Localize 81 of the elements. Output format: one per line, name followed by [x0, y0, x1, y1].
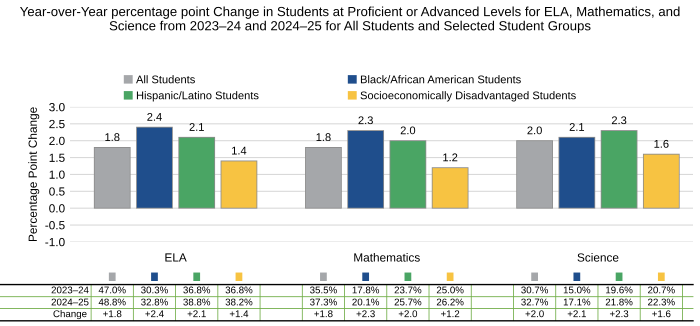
text: Change — [53, 310, 87, 320]
bar — [178, 136, 216, 209]
text: +2.0 — [398, 310, 418, 318]
text: 32.7% — [521, 298, 548, 306]
data-label: 2.4 — [147, 112, 162, 121]
legend-label: All Students — [136, 75, 195, 84]
legend-label: Hispanic/Latino Students — [136, 91, 259, 102]
data-label: 2.1 — [190, 123, 204, 131]
y-axis-title: Percentage Point Change — [28, 107, 40, 242]
text: 36.8% — [226, 286, 252, 294]
chart-title: Year-over-Year percentage point Change in Students at Proficient or Advanced Levels for ELA, Mathematics, and Science from 2023–24 and 2024–25 for All Students and Selected Student Groups — [20, 6, 680, 34]
data-label: 2.3 — [612, 116, 626, 124]
bar — [558, 136, 596, 209]
data-label: 2.0 — [527, 126, 542, 134]
data-label: 2.1 — [570, 123, 584, 131]
text: 36.8% — [183, 286, 210, 294]
data-label: 2.0 — [400, 126, 416, 134]
data-label: 1.8 — [316, 133, 331, 142]
text: 48.8% — [98, 298, 126, 306]
bar — [347, 130, 384, 209]
text: +1.6 — [652, 310, 670, 318]
bar — [516, 140, 553, 209]
text: +2.1 — [188, 310, 206, 318]
text: 20.1% — [352, 298, 380, 306]
text: +2.3 — [356, 310, 375, 318]
bar — [432, 167, 469, 209]
text: +1.8 — [103, 310, 122, 318]
text: 37.3% — [310, 298, 337, 306]
text: 2023–24 — [52, 286, 89, 294]
y-tick-label: 2.5 — [49, 120, 65, 128]
y-tick-label: 1.5 — [50, 154, 65, 162]
data-label: 2.3 — [358, 116, 373, 124]
bar — [600, 130, 638, 209]
text: 25.7% — [394, 298, 422, 306]
x-tick-label: Mathematics — [354, 253, 420, 262]
y-tick-label: 1.0 — [50, 170, 65, 179]
text: 32.8% — [141, 298, 168, 306]
x-tick-label: ELA — [165, 253, 187, 262]
text: 2024–25 — [52, 298, 89, 306]
text: 17.8% — [352, 286, 380, 294]
y-tick-label: -0.5 — [45, 221, 65, 230]
text: 21.8% — [606, 298, 633, 306]
bar — [390, 140, 426, 209]
bar — [94, 146, 131, 209]
text: 38.2% — [226, 298, 252, 306]
text: 22.3% — [648, 298, 675, 306]
text: 30.3% — [141, 286, 168, 294]
text: +1.2 — [441, 310, 460, 318]
data-label: 1.2 — [443, 153, 458, 162]
text: +2.1 — [568, 310, 586, 318]
text: 30.7% — [521, 286, 548, 294]
legend-label: Socioeconomically Disadvantaged Students — [360, 91, 576, 102]
y-tick-label: 2.0 — [49, 136, 65, 146]
text: 47.0% — [98, 286, 126, 294]
data-label: 1.4 — [232, 146, 246, 154]
bar — [305, 146, 342, 209]
text: 15.0% — [564, 286, 590, 294]
text: 20.7% — [648, 286, 675, 294]
data-label: 1.8 — [105, 133, 120, 142]
y-tick-label: 0.0 — [49, 204, 65, 213]
text: +2.0 — [525, 310, 544, 318]
x-tick-label: Science — [578, 253, 618, 262]
bar — [220, 160, 258, 209]
bar — [642, 154, 680, 209]
y-tick-label: 3.0 — [49, 102, 65, 112]
legend-label: Black/African American Students — [360, 75, 521, 84]
text: 17.1% — [564, 298, 590, 306]
text: +1.4 — [230, 310, 248, 318]
text: +1.8 — [314, 310, 333, 318]
text: 19.6% — [606, 286, 633, 294]
text: 25.0% — [436, 286, 464, 294]
text: 35.5% — [310, 286, 337, 294]
data-label: 1.6 — [654, 140, 669, 148]
text: 38.8% — [183, 298, 210, 306]
text: +2.3 — [610, 310, 628, 318]
text: +2.4 — [145, 310, 164, 318]
y-tick-label: 0.5 — [49, 187, 65, 196]
text: 26.2% — [436, 298, 464, 306]
bar — [136, 126, 173, 209]
text: 23.7% — [394, 286, 422, 294]
y-tick-label: -1.0 — [45, 238, 65, 246]
